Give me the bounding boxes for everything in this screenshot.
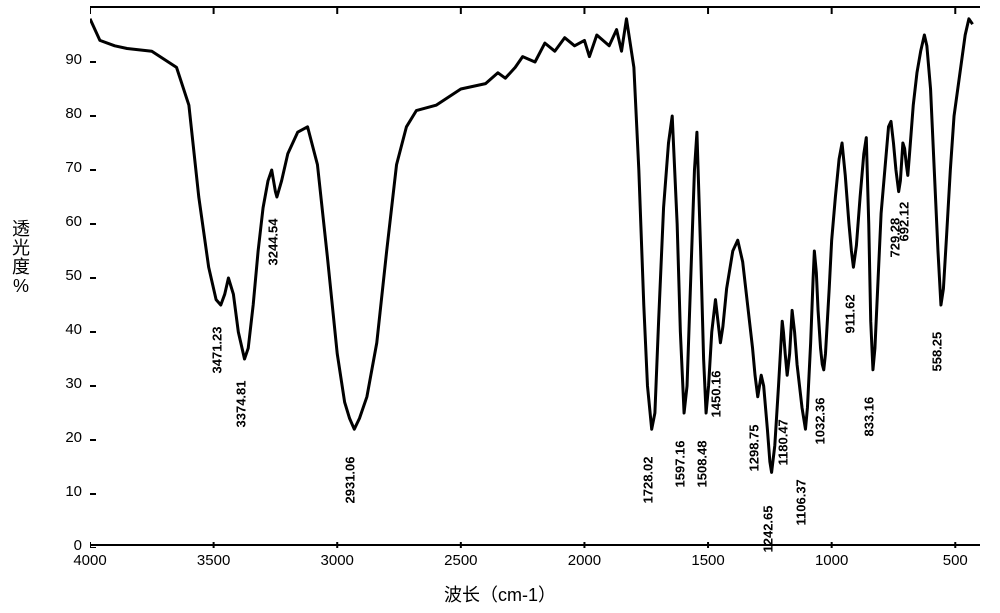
x-tick-label: 500 xyxy=(930,552,980,569)
x-tick-label: 2500 xyxy=(436,552,486,569)
peak-label: 558.25 xyxy=(929,332,944,372)
y-tick-label: 60 xyxy=(50,213,82,230)
peak-label: 833.16 xyxy=(861,396,876,436)
peak-label: 3471.23 xyxy=(209,327,224,374)
peak-label: 911.62 xyxy=(842,294,857,333)
y-axis-label-char: 光 xyxy=(12,239,30,258)
peak-label: 1180.47 xyxy=(776,419,791,465)
peak-label: 1597.16 xyxy=(673,440,688,487)
y-axis-label: 透光度% xyxy=(12,220,30,296)
peak-label: 1242.65 xyxy=(760,505,775,552)
x-tick-label: 1000 xyxy=(807,552,857,569)
peak-label: 3374.81 xyxy=(233,381,248,428)
y-tick-label: 10 xyxy=(50,483,82,500)
x-axis-label: 波长（cm-1） xyxy=(350,581,650,607)
peak-label: 2931.06 xyxy=(343,457,358,504)
y-axis-label-char: % xyxy=(12,277,30,296)
x-tick-label: 2000 xyxy=(559,552,609,569)
spectrum-line xyxy=(90,19,973,473)
y-tick-label: 20 xyxy=(50,429,82,446)
x-tick-label: 3000 xyxy=(312,552,362,569)
peak-label: 1508.48 xyxy=(694,440,709,487)
peak-label: 1728.02 xyxy=(640,457,655,504)
peak-label: 1450.16 xyxy=(709,370,724,417)
y-tick-label: 30 xyxy=(50,375,82,392)
x-tick-label: 1500 xyxy=(683,552,733,569)
spectrum-svg xyxy=(90,8,980,548)
y-axis-label-char: 透 xyxy=(12,220,30,239)
ir-spectrum-figure: 透光度% 波长（cm-1） 4000 3500 3000 2500 2000 1500 10… xyxy=(0,0,1000,613)
y-tick-label: 90 xyxy=(50,51,82,68)
peak-label: 1106.37 xyxy=(794,479,809,525)
peak-label: 3244.54 xyxy=(265,219,280,266)
plot-area xyxy=(90,6,980,546)
x-tick-label: 3500 xyxy=(189,552,239,569)
peak-label: 1032.36 xyxy=(812,397,827,444)
y-axis-label-char: 度 xyxy=(12,258,30,277)
y-tick-label: 80 xyxy=(50,105,82,122)
y-tick-label: 70 xyxy=(50,159,82,176)
y-tick-label: 40 xyxy=(50,321,82,338)
y-tick-label: 50 xyxy=(50,267,82,284)
y-tick-label: 0 xyxy=(50,537,82,554)
peak-label: 1298.75 xyxy=(746,424,761,471)
peak-label: 692.12 xyxy=(896,202,911,242)
x-tick-label: 4000 xyxy=(65,552,115,569)
